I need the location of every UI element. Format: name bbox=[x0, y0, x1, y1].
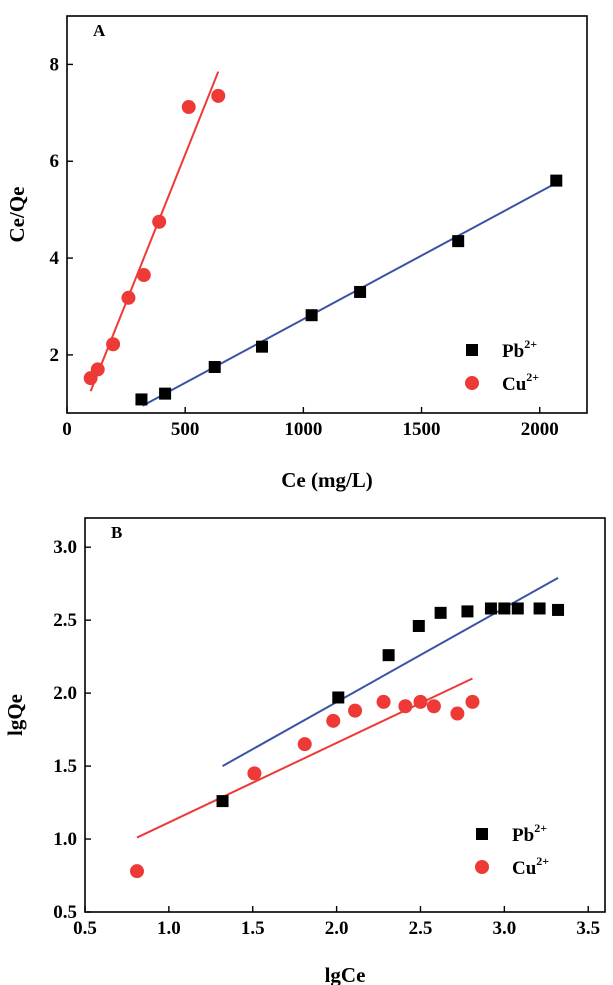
y-tick-label: 2 bbox=[50, 345, 60, 366]
legend-marker-cu bbox=[475, 860, 489, 874]
y-tick-label: 4 bbox=[50, 248, 60, 269]
x-tick-label: 2000 bbox=[521, 419, 559, 440]
data-point-cu bbox=[247, 766, 262, 781]
x-tick-label: 2.0 bbox=[325, 918, 349, 939]
data-point-pb bbox=[434, 606, 447, 619]
data-point-pb bbox=[305, 309, 318, 322]
y-axis-label: lgQe bbox=[3, 694, 27, 736]
data-point-cu bbox=[465, 694, 480, 709]
y-tick-label: 1.0 bbox=[53, 829, 77, 850]
data-point-pb bbox=[533, 602, 546, 615]
y-axis-label: Ce/Qe bbox=[5, 187, 29, 243]
y-tick-label: 2.0 bbox=[53, 683, 77, 704]
data-point-cu bbox=[398, 699, 413, 714]
x-tick-label: 3.0 bbox=[492, 918, 516, 939]
panel-label: B bbox=[111, 523, 122, 542]
data-point-pb bbox=[550, 174, 563, 187]
x-tick-label: 0.5 bbox=[73, 918, 97, 939]
data-point-cu bbox=[106, 337, 121, 352]
data-point-pb bbox=[208, 361, 221, 374]
x-tick-label: 1000 bbox=[284, 419, 322, 440]
data-point-cu bbox=[413, 694, 428, 709]
data-point-cu bbox=[450, 706, 465, 721]
data-point-pb bbox=[498, 602, 511, 615]
x-tick-label: 0 bbox=[62, 419, 72, 440]
data-point-cu bbox=[181, 100, 196, 115]
chart-panel-a: 0 500 1000 1500 2000 2 4 6 8 Ce (mg/L) Ce/Qe A Pb2+ C… bbox=[5, 15, 588, 492]
data-point-cu bbox=[426, 699, 441, 714]
y-tick-label: 3.0 bbox=[53, 537, 77, 558]
data-point-pb bbox=[511, 602, 524, 615]
legend-label-pb: Pb2+ bbox=[512, 821, 547, 846]
data-point-pb bbox=[461, 605, 474, 618]
data-point-cu bbox=[297, 737, 312, 752]
data-point-cu bbox=[348, 703, 363, 718]
data-point-pb bbox=[382, 649, 395, 662]
legend-label-cu: Cu2+ bbox=[502, 370, 539, 395]
plot-frame bbox=[66, 15, 588, 414]
x-tick-label: 500 bbox=[171, 419, 200, 440]
data-point-pb bbox=[159, 387, 172, 400]
fit-line-pb bbox=[142, 182, 557, 407]
y-tick-label: 0.5 bbox=[53, 902, 77, 923]
x-axis-label: lgCe bbox=[325, 963, 366, 985]
y-tick-label: 6 bbox=[50, 151, 60, 172]
data-point-cu bbox=[152, 214, 167, 229]
x-axis-label: Ce (mg/L) bbox=[281, 468, 373, 492]
legend-marker-pb bbox=[466, 344, 478, 356]
data-point-cu bbox=[376, 694, 391, 709]
chart-panel-b: 0.5 1.0 1.5 2.0 2.5 3.0 3.5 0.5 1.0 1.5 2.0 2.5 3.0 l… bbox=[3, 517, 606, 985]
plot-frame bbox=[84, 517, 606, 913]
data-point-pb bbox=[216, 795, 229, 808]
y-tick-label: 1.5 bbox=[53, 756, 77, 777]
data-point-pb bbox=[452, 235, 465, 248]
x-tick-label: 2.5 bbox=[409, 918, 433, 939]
x-tick-label: 1.5 bbox=[241, 918, 265, 939]
data-point-cu bbox=[121, 290, 136, 305]
data-point-pb bbox=[484, 602, 497, 615]
data-point-pb bbox=[256, 340, 268, 353]
data-point-cu bbox=[130, 864, 144, 879]
x-tick-label: 3.5 bbox=[576, 918, 600, 939]
data-point-cu bbox=[326, 713, 341, 728]
legend-marker-cu bbox=[465, 376, 479, 390]
data-point-cu bbox=[136, 268, 151, 283]
legend-marker-pb bbox=[476, 828, 488, 840]
data-point-pb bbox=[354, 285, 367, 298]
data-point-cu bbox=[90, 362, 105, 377]
panel-label: A bbox=[93, 21, 106, 40]
y-tick-label: 8 bbox=[50, 54, 60, 75]
x-tick-label: 1.0 bbox=[157, 918, 181, 939]
data-point-cu bbox=[211, 88, 226, 103]
data-point-pb bbox=[412, 619, 425, 632]
y-tick-label: 2.5 bbox=[53, 610, 77, 631]
legend-label-pb: Pb2+ bbox=[502, 337, 537, 362]
x-tick-label: 1500 bbox=[403, 419, 441, 440]
data-point-pb bbox=[332, 691, 345, 704]
legend-label-cu: Cu2+ bbox=[512, 854, 549, 879]
data-point-pb bbox=[135, 393, 148, 406]
data-point-pb bbox=[552, 603, 565, 616]
